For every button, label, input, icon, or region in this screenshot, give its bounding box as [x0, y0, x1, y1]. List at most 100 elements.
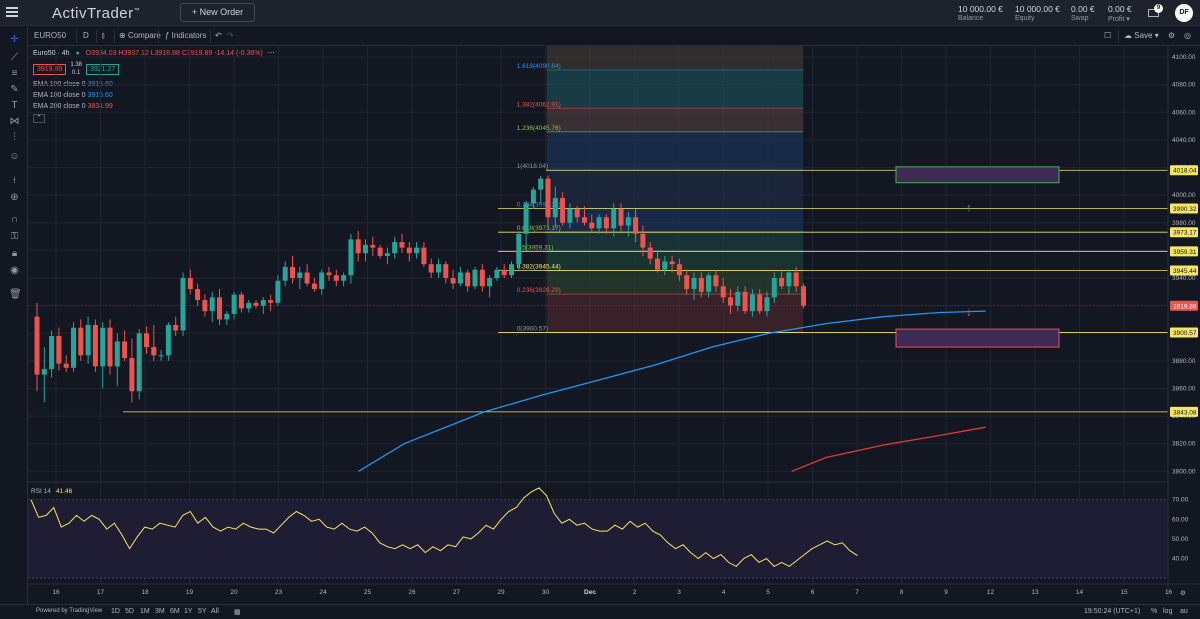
range-1d[interactable]: 1D — [111, 608, 120, 615]
price-badge — [1170, 165, 1198, 176]
price-tick: 3980.00 — [1172, 220, 1196, 227]
trend-line-icon[interactable]: ⟋ — [11, 52, 18, 63]
fib-label: 0(3900.57) — [517, 325, 548, 332]
candle-body — [187, 278, 193, 290]
candle-body — [728, 297, 733, 306]
percent-toggle[interactable]: % — [1151, 608, 1158, 615]
candle-body — [209, 297, 215, 312]
interval-selector[interactable]: D — [83, 31, 89, 40]
range-6m[interactable]: 6M — [170, 608, 180, 615]
fullscreen-icon[interactable]: ☐ — [1104, 31, 1112, 40]
collapse-legend-icon[interactable]: ⌃ — [33, 114, 45, 123]
rsi-line — [30, 487, 858, 568]
buy-price-button[interactable]: 3921.27 — [86, 63, 120, 75]
settings-icon[interactable]: ⚙ — [1168, 31, 1176, 40]
candle-body — [771, 278, 777, 298]
prediction-icon[interactable]: ⫶ — [13, 132, 16, 143]
app-logo: ActivTrader™ — [52, 5, 141, 22]
scale-settings-icon: ⚙ — [1180, 589, 1186, 597]
powered-by: Powered by TradingView — [36, 608, 103, 614]
chevron-down-icon: ▾ — [1126, 16, 1130, 23]
candle-body — [136, 333, 142, 392]
rsi-tick: 70.00 — [1172, 497, 1189, 504]
fib-tool-icon[interactable]: ≡ — [11, 68, 18, 79]
zoom-icon[interactable]: ⊕ — [10, 192, 19, 203]
lock-drawings-icon[interactable]: ⚿ — [10, 231, 19, 242]
range-5d[interactable]: 5D — [125, 608, 134, 615]
lock-icon[interactable]: 🔒︎ — [11, 248, 18, 259]
candle-body — [465, 272, 471, 287]
price-badge-label: 3945.44 — [1173, 268, 1197, 275]
price-chart[interactable]: 1.618(4090.64) 1.382(4062.91) 1.236(4045.7… — [28, 46, 1200, 604]
snapshot-icon[interactable]: ◎ — [1184, 31, 1191, 40]
range-1y[interactable]: 1Y — [184, 608, 193, 615]
trash-icon[interactable]: 🗑︎ — [9, 289, 22, 300]
rsi-tick: 40.00 — [1172, 556, 1189, 563]
crosshair-icon[interactable]: ✛ — [10, 34, 19, 45]
candle-body — [713, 275, 719, 287]
range-3m[interactable]: 3M — [155, 608, 165, 615]
candle-body — [487, 278, 493, 287]
visibility-icon[interactable]: ◉ — [10, 265, 19, 276]
fib-label: 1.382(4062.91) — [517, 101, 561, 108]
time-tick: 26 — [408, 589, 416, 596]
redo-icon[interactable]: ↷ — [227, 31, 234, 40]
candle-body — [56, 336, 62, 364]
price-badge — [1170, 227, 1198, 238]
auto-toggle[interactable]: au — [1180, 608, 1188, 615]
candle-body — [202, 300, 208, 312]
calendar-icon[interactable]: ▦ — [234, 609, 241, 616]
ema-200-line — [791, 426, 986, 472]
sell-price-button[interactable]: 3919.89 — [33, 63, 67, 75]
time-tick: 25 — [364, 589, 372, 596]
candle-body — [574, 208, 580, 218]
function-icon: ƒ — [165, 31, 172, 40]
text-tool-icon[interactable]: T — [11, 100, 18, 111]
notifications-icon[interactable] — [1148, 9, 1159, 17]
candle-body — [144, 333, 149, 348]
chart-type-icon[interactable]: ⫾ — [102, 31, 105, 40]
top-app-bar: ActivTrader™ + New Order 10 000.00 € Bala… — [0, 0, 1200, 26]
spread-top: 1.38 — [70, 62, 82, 68]
candle-body — [246, 302, 252, 309]
candle-body — [122, 341, 128, 359]
price-tick: 4040.00 — [1172, 137, 1196, 144]
candle-body — [479, 269, 485, 287]
menu-icon[interactable] — [6, 7, 18, 17]
compare-button[interactable]: ⊕ Compare — [119, 31, 161, 40]
compare-icon: ⊕ — [119, 31, 128, 40]
indicators-button[interactable]: ƒ Indicators — [165, 31, 207, 40]
time-tick: 23 — [275, 589, 283, 596]
icons-tool-icon[interactable]: ☺ — [9, 151, 20, 162]
candle-body — [706, 275, 712, 292]
pattern-icon[interactable]: ⋈ — [9, 116, 20, 127]
time-tick: 15 — [1120, 589, 1128, 596]
candle-body — [698, 278, 704, 292]
price-tick: 3860.00 — [1172, 385, 1196, 392]
price-badge — [1170, 327, 1198, 338]
new-order-button[interactable]: + New Order — [180, 3, 255, 22]
brush-icon[interactable]: ✎ — [10, 84, 19, 95]
rsi-tick: 50.00 — [1172, 536, 1189, 543]
time-tick: 16 — [1165, 589, 1173, 596]
price-badge-label: 3973.17 — [1173, 230, 1197, 237]
range-all[interactable]: All — [211, 608, 219, 615]
legend-menu-icon[interactable]: ⋯ — [267, 50, 275, 57]
candle-body — [231, 294, 237, 314]
range-1m[interactable]: 1M — [140, 608, 150, 615]
save-button[interactable]: ☁ Save ▾ — [1124, 31, 1159, 40]
avatar[interactable]: DF — [1175, 4, 1193, 22]
candle-body — [457, 272, 463, 284]
undo-icon[interactable]: ↶ — [215, 31, 222, 40]
ruler-icon[interactable]: ⟊ — [13, 175, 16, 186]
range-5y[interactable]: 5Y — [198, 608, 207, 615]
candle-body — [180, 278, 186, 331]
log-toggle[interactable]: log — [1163, 608, 1173, 615]
time-tick: 17 — [97, 589, 105, 596]
symbol-search[interactable]: EURO50 — [34, 31, 67, 40]
candle-body — [567, 208, 573, 223]
candle-body — [538, 178, 544, 190]
profit-stat[interactable]: 0.00 € Profit ▾ — [1108, 4, 1132, 23]
magnet-icon[interactable]: ∩ — [10, 214, 19, 225]
candle-body — [516, 233, 522, 265]
